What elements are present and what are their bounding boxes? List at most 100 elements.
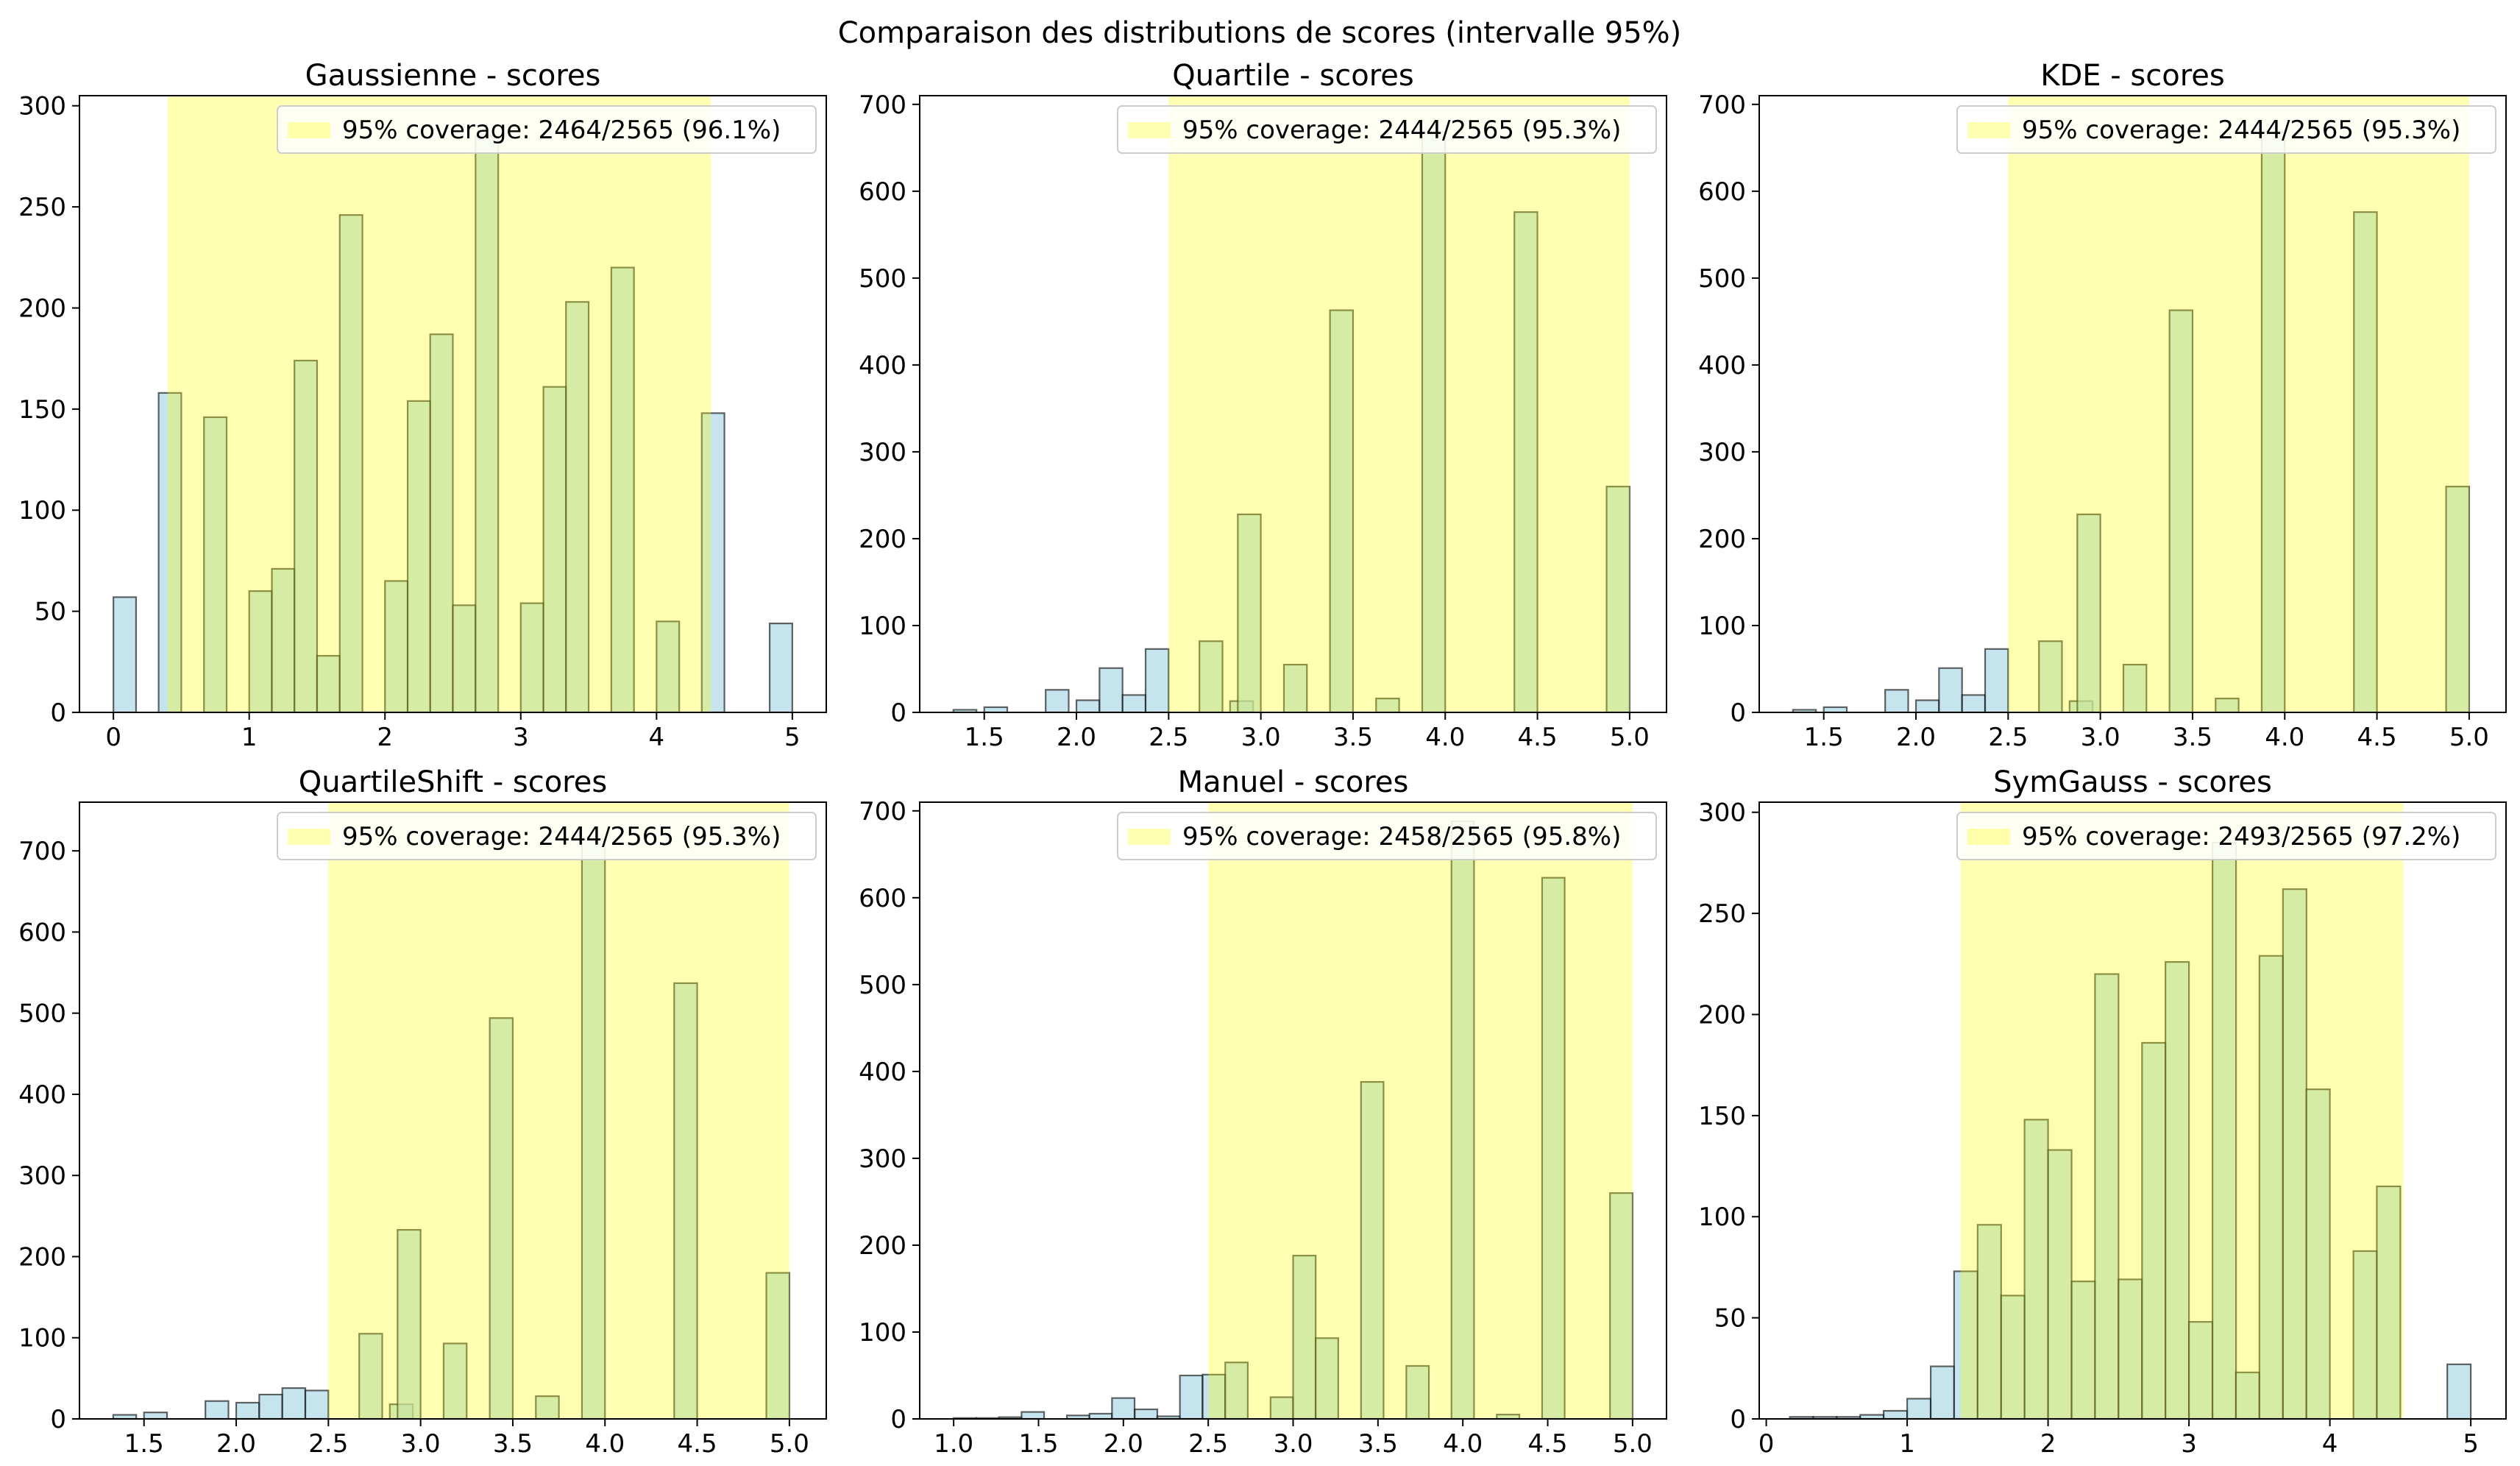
y-tick-label: 100 (859, 612, 906, 641)
histogram-bar (2353, 211, 2378, 712)
histogram-bar (1045, 689, 1070, 712)
histogram-bar (1541, 877, 1566, 1419)
axes-frame (919, 95, 1667, 713)
x-tick-label: 4.5 (1518, 723, 1558, 752)
y-tick-label: 400 (1698, 351, 1746, 380)
y-tick-label: 300 (18, 92, 66, 121)
legend-box (1117, 812, 1657, 860)
coverage-interval-band (2008, 96, 2469, 712)
histogram-bar (2168, 309, 2194, 712)
histogram-bar (475, 135, 500, 712)
y-tick-label: 0 (890, 1405, 906, 1434)
legend-box (277, 105, 817, 154)
y-tick-label: 50 (1714, 1304, 1746, 1334)
histogram-bar (2122, 663, 2148, 712)
histogram-bars (952, 131, 1630, 712)
histogram-bar (2023, 1119, 2049, 1419)
y-tick-label: 100 (1698, 1203, 1746, 1232)
y-tick-label: 300 (1698, 438, 1746, 467)
subplot-title: Gaussienne - scores (305, 59, 601, 93)
y-tick-label: 300 (1698, 798, 1746, 828)
y-tick-label: 500 (859, 971, 906, 1000)
subplot-title: Quartile - scores (1172, 59, 1414, 93)
x-tick-label: 3.0 (401, 1429, 441, 1459)
x-tick-label: 1.5 (1018, 1429, 1058, 1459)
legend-label: 95% coverage: 2493/2565 (97.2%) (2022, 822, 2460, 851)
legend-label: 95% coverage: 2444/2565 (95.3%) (1182, 116, 1621, 145)
histogram-bar (2352, 1250, 2378, 1419)
histogram-bar (581, 838, 606, 1419)
x-tick-label: 2.5 (1149, 723, 1188, 752)
y-tick-label: 0 (50, 1405, 66, 1434)
x-tick-label: 5 (2463, 1429, 2479, 1459)
histogram-bar (281, 1387, 307, 1419)
x-tick-label: 1.5 (1804, 723, 1844, 752)
x-tick-label: 3.5 (2173, 723, 2212, 752)
legend: 95% coverage: 2458/2565 (95.8%) (1117, 812, 1657, 860)
histogram-bar (610, 266, 635, 712)
histogram-bar (700, 412, 725, 712)
x-tick-label: 1.0 (934, 1429, 973, 1459)
axes-frame (1758, 95, 2507, 713)
y-tick-label: 50 (35, 598, 66, 627)
legend: 95% coverage: 2493/2565 (97.2%) (1956, 812, 2496, 860)
histogram-bar (1021, 1411, 1046, 1419)
histogram-bar (1075, 699, 1101, 712)
y-tick-label: 500 (1698, 264, 1746, 294)
y-tick-label: 200 (18, 1242, 66, 1272)
histogram-bar (1906, 1398, 1932, 1419)
y-tick-label: 500 (859, 264, 906, 294)
histogram-bar (1237, 513, 1262, 712)
axes-frame (1758, 801, 2507, 1420)
y-tick-label: 150 (1698, 1102, 1746, 1131)
histogram-bar (1282, 663, 1308, 712)
x-tick-label: 5.0 (770, 1429, 809, 1459)
legend-label: 95% coverage: 2444/2565 (95.3%) (342, 822, 781, 851)
y-tick-label: 100 (18, 496, 66, 525)
x-tick-label: 1.5 (965, 723, 1004, 752)
subplot-4: 1.5 2.0 2.5 3.0 3.5 4.0 4.5 5.0 0 100 200 300 400 500… (18, 765, 827, 1459)
histogram-bar (1315, 1337, 1339, 1419)
histogram-bar (1144, 648, 1170, 712)
histogram-bar (1883, 1409, 1909, 1419)
legend: 95% coverage: 2444/2565 (95.3%) (1117, 105, 1657, 154)
x-tick-label: 3.0 (2081, 723, 2120, 752)
x-tick-label: 5.0 (1613, 1429, 1653, 1459)
histogram-bar (316, 654, 341, 712)
y-tick-label: 0 (1730, 698, 1746, 728)
subplot-title: KDE - scores (2040, 59, 2225, 93)
legend: 95% coverage: 2444/2565 (95.3%) (1956, 105, 2496, 154)
y-tick-label: 200 (859, 1231, 906, 1261)
histogram-bar (673, 982, 698, 1419)
x-tick-label: 1 (241, 723, 258, 752)
x-tick-label: 2.0 (1104, 1429, 1143, 1459)
x-tick-label: 0 (1758, 1429, 1775, 1459)
y-tick-label: 400 (859, 1058, 906, 1087)
histogram-bar (1088, 1412, 1113, 1419)
histogram-bar (1976, 1224, 2002, 1419)
y-tick-label: 700 (18, 837, 66, 866)
axes-frame (79, 95, 827, 713)
subplot-title: SymGauss - scores (1993, 765, 2272, 799)
y-tick-label: 400 (859, 351, 906, 380)
histogram-bar (1329, 309, 1355, 712)
legend-swatch (288, 829, 330, 845)
histogram-bar (1961, 694, 1987, 712)
histogram-bar (535, 1395, 560, 1419)
x-tick-label: 4.0 (585, 1429, 625, 1459)
x-tick-label: 4 (2322, 1429, 2338, 1459)
histogram-bar (1605, 486, 1630, 712)
legend: 95% coverage: 2444/2565 (95.3%) (277, 812, 817, 860)
histogram-bar (2038, 640, 2063, 712)
legend-swatch (1128, 829, 1171, 845)
histogram-bar (1822, 706, 1848, 712)
histogram-bar (1224, 1361, 1249, 1419)
histogram-bar (1121, 694, 1147, 712)
y-tick-label: 600 (18, 918, 66, 947)
y-tick-label: 100 (859, 1318, 906, 1348)
histogram-bar (1496, 1413, 1521, 1419)
x-tick-label: 3.0 (1273, 1429, 1313, 1459)
x-tick-label: 3.0 (1241, 723, 1281, 752)
subplot-title: QuartileShift - scores (299, 765, 607, 799)
